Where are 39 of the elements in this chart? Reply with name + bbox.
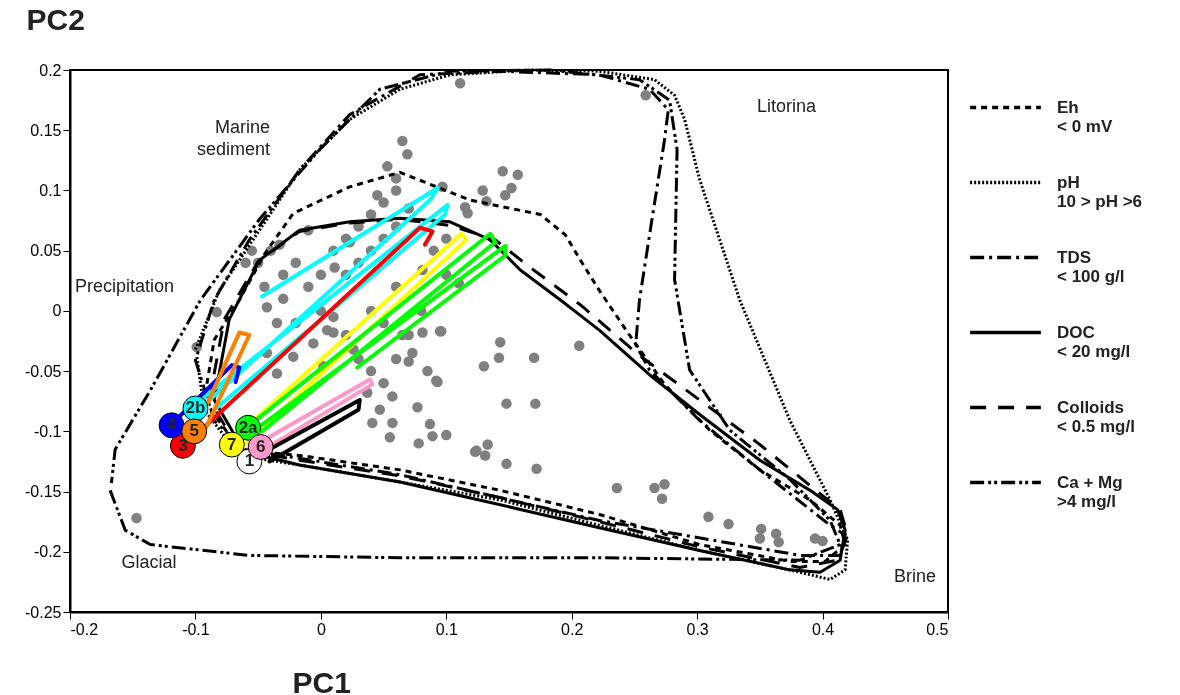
- legend-label: DOC < 20 mg/l: [1057, 322, 1131, 361]
- y-tick-label: -0.2: [33, 543, 62, 561]
- y-tick-label: 0.1: [39, 181, 62, 199]
- series-label: 6: [255, 436, 266, 456]
- annotation: Glacial: [121, 552, 177, 572]
- x-tick-label: 0.5: [926, 620, 949, 638]
- x-tick-label: 0.1: [435, 620, 458, 638]
- series-label: 5: [189, 421, 199, 441]
- y-tick-label: -0.05: [25, 362, 62, 380]
- series-label: 2b: [185, 398, 206, 418]
- legend-label: Colloids < 0.5 mg/l: [1057, 397, 1135, 436]
- y-tick-label: -0.15: [25, 483, 62, 501]
- y-tick-label: 0.15: [30, 121, 62, 139]
- series-label: 3: [178, 435, 188, 455]
- x-tick-label: 0: [316, 620, 326, 638]
- legend-label: Eh < 0 mV: [1057, 97, 1113, 136]
- legend-label: pH 10 > pH >6: [1057, 172, 1143, 211]
- series-label: 7: [227, 434, 237, 454]
- y-tick-label: 0: [52, 302, 62, 320]
- x-tick-label: 0.2: [561, 620, 584, 638]
- annotation: Precipitation: [75, 276, 175, 296]
- legend-label: Ca + Mg >4 mg/l: [1057, 472, 1123, 511]
- series-label: 1: [244, 451, 255, 471]
- y-tick-label: -0.1: [33, 422, 62, 440]
- annotation: Marine sediment: [196, 117, 270, 159]
- x-tick-label: 0.3: [686, 620, 709, 638]
- series-label: 2a: [238, 417, 259, 437]
- y-tick-label: 0.05: [30, 242, 62, 260]
- annotation: Litorina: [757, 96, 818, 116]
- y-tick-label: 0.2: [39, 61, 62, 79]
- x-tick-label: -0.2: [70, 620, 99, 638]
- series-label: 4: [166, 415, 177, 435]
- x-axis-title: PC1: [292, 665, 351, 695]
- x-tick-label: -0.1: [182, 620, 210, 638]
- y-axis-title: PC2: [26, 2, 85, 36]
- legend-label: TDS < 100 g/l: [1057, 247, 1125, 286]
- x-tick-label: 0.4: [811, 620, 835, 638]
- y-tick-label: -0.25: [25, 603, 62, 621]
- annotation: Brine: [893, 566, 937, 586]
